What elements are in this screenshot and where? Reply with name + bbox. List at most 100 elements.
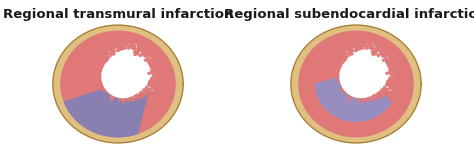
Polygon shape (64, 85, 153, 137)
Polygon shape (382, 53, 385, 57)
Polygon shape (109, 52, 112, 56)
Polygon shape (359, 95, 361, 100)
Polygon shape (366, 95, 369, 100)
Polygon shape (355, 93, 356, 96)
Polygon shape (110, 95, 113, 99)
Polygon shape (343, 58, 347, 62)
Polygon shape (332, 71, 338, 73)
Polygon shape (138, 93, 144, 98)
Polygon shape (388, 66, 394, 69)
Polygon shape (122, 97, 124, 103)
Polygon shape (345, 88, 349, 92)
Polygon shape (340, 68, 344, 71)
Polygon shape (131, 43, 134, 49)
Polygon shape (388, 79, 393, 81)
Polygon shape (53, 25, 183, 143)
Polygon shape (124, 43, 126, 49)
Polygon shape (372, 50, 375, 56)
Polygon shape (343, 60, 347, 63)
Polygon shape (299, 31, 413, 137)
Polygon shape (122, 43, 124, 49)
Polygon shape (353, 91, 356, 96)
Polygon shape (133, 42, 137, 50)
Polygon shape (101, 59, 107, 64)
Polygon shape (355, 44, 357, 52)
Polygon shape (348, 95, 351, 99)
Polygon shape (130, 96, 133, 102)
Polygon shape (148, 72, 154, 75)
Polygon shape (360, 43, 362, 49)
Polygon shape (104, 88, 109, 92)
Polygon shape (96, 73, 102, 75)
Polygon shape (342, 84, 346, 87)
Polygon shape (126, 95, 128, 102)
Polygon shape (336, 78, 341, 80)
Polygon shape (339, 86, 346, 90)
Polygon shape (368, 96, 371, 102)
Polygon shape (150, 79, 155, 81)
Polygon shape (150, 66, 156, 69)
Polygon shape (338, 79, 343, 81)
Polygon shape (342, 82, 347, 84)
Polygon shape (98, 78, 103, 80)
Polygon shape (386, 72, 392, 75)
Polygon shape (316, 77, 391, 121)
Polygon shape (106, 50, 110, 55)
Polygon shape (358, 95, 359, 102)
Polygon shape (349, 92, 352, 96)
Polygon shape (374, 48, 379, 55)
Polygon shape (106, 53, 110, 58)
Polygon shape (390, 68, 396, 70)
Polygon shape (97, 75, 104, 76)
Polygon shape (364, 95, 366, 102)
Polygon shape (377, 92, 383, 97)
Polygon shape (98, 44, 156, 99)
Polygon shape (378, 45, 384, 52)
Polygon shape (133, 48, 137, 53)
Polygon shape (101, 86, 108, 90)
Polygon shape (110, 88, 113, 92)
Polygon shape (94, 71, 100, 73)
Polygon shape (344, 53, 348, 58)
Polygon shape (337, 69, 341, 71)
Polygon shape (146, 52, 153, 58)
Polygon shape (96, 70, 103, 72)
Polygon shape (154, 75, 158, 78)
Polygon shape (339, 76, 345, 77)
Polygon shape (134, 50, 137, 56)
Polygon shape (337, 59, 342, 64)
Polygon shape (113, 45, 116, 52)
Polygon shape (372, 95, 376, 100)
Polygon shape (100, 62, 104, 65)
Polygon shape (337, 62, 342, 65)
Polygon shape (143, 53, 147, 57)
Polygon shape (389, 77, 394, 80)
Polygon shape (375, 94, 379, 99)
Polygon shape (340, 56, 382, 97)
Polygon shape (108, 89, 111, 93)
Polygon shape (117, 44, 119, 52)
Polygon shape (98, 65, 104, 68)
Polygon shape (151, 70, 156, 72)
Polygon shape (151, 86, 156, 90)
Polygon shape (120, 43, 122, 50)
Polygon shape (376, 93, 382, 98)
Polygon shape (115, 91, 118, 96)
Polygon shape (102, 56, 144, 97)
Polygon shape (389, 70, 394, 72)
Polygon shape (339, 82, 343, 84)
Polygon shape (363, 96, 364, 99)
Polygon shape (103, 83, 109, 86)
Polygon shape (144, 91, 149, 96)
Polygon shape (386, 62, 391, 65)
Polygon shape (98, 59, 104, 64)
Polygon shape (356, 44, 359, 50)
Polygon shape (385, 57, 392, 62)
Polygon shape (118, 44, 121, 50)
Polygon shape (101, 82, 105, 84)
Polygon shape (348, 88, 351, 92)
Polygon shape (104, 82, 109, 84)
Polygon shape (127, 45, 129, 49)
Polygon shape (111, 95, 115, 102)
Polygon shape (348, 48, 351, 54)
